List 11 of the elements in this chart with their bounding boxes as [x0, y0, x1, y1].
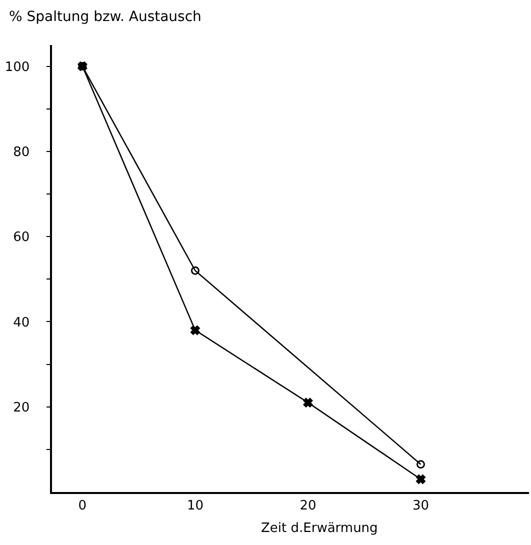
x-tick-label: 20	[300, 498, 316, 514]
y-tick-label: 40	[13, 315, 30, 330]
y-tick-label: 60	[13, 230, 30, 246]
y-tick-label: 100	[4, 60, 30, 75]
y-axis-title: % Spaltung bzw. Austausch	[9, 9, 202, 25]
x-tick-label: 10	[186, 498, 204, 514]
x-tick-label: 0	[78, 498, 87, 514]
y-tick-label: 80	[13, 144, 30, 160]
y-tick-label: 20	[13, 400, 30, 416]
x-tick-label: 30	[412, 498, 430, 514]
x-axis-title: Zeit d.Erwärmung	[261, 521, 378, 536]
